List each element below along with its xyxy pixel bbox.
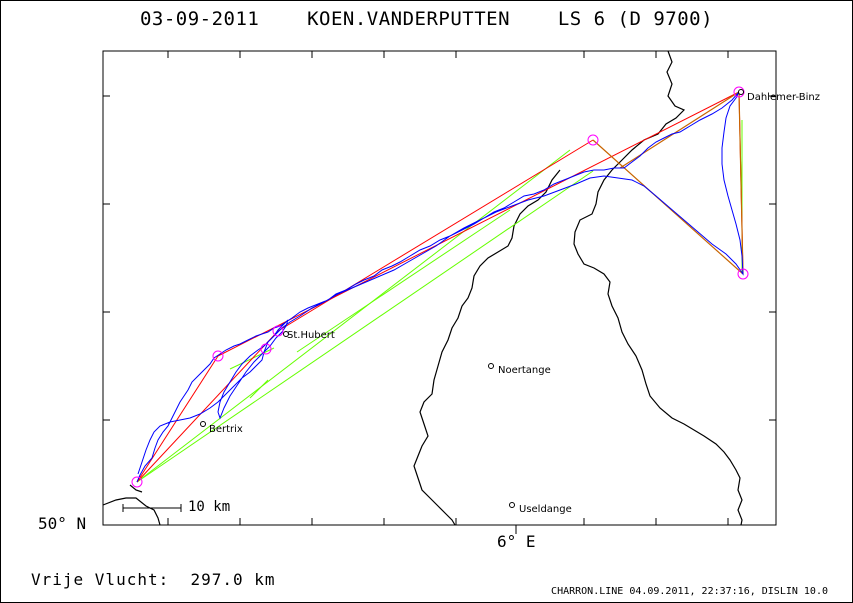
marker-bertrix [200, 421, 206, 427]
turnpoint-3 [260, 343, 272, 355]
scale-bar [122, 504, 182, 512]
country-borders [102, 50, 743, 526]
turnpoint-4 [587, 134, 599, 146]
border-south [129, 484, 143, 493]
marker-st-hubert [283, 331, 289, 337]
border-west [413, 169, 561, 526]
flight-distance: Vrije Vlucht: 297.0 km [31, 570, 276, 589]
top-ticks [167, 51, 729, 58]
sector-lines [136, 120, 743, 483]
place-label-bertrix: Bertrix [209, 424, 243, 435]
turnpoint-start [131, 476, 143, 488]
footer-info: CHARRON.LINE 04.09.2011, 22:37:16, DISLI… [551, 586, 828, 597]
turnpoint-6 [737, 268, 749, 280]
gps-track [136, 91, 744, 483]
marker-useldange [509, 502, 515, 508]
border-south-west [102, 497, 161, 526]
place-label-useldange: Useldange [519, 504, 572, 515]
left-ticks [103, 95, 110, 421]
marker-dahlemer-binz [738, 89, 744, 95]
turnpoint-2 [272, 325, 284, 337]
map-frame [102, 50, 777, 526]
bottom-ticks [167, 518, 729, 534]
border-north-east [573, 50, 743, 526]
leg-lines [592, 91, 744, 275]
turnpoint-1 [212, 350, 224, 362]
place-label-st-hubert: St.Hubert [287, 330, 335, 341]
page-title: 03-09-2011 KOEN.VANDERPUTTEN LS 6 (D 970… [139, 8, 714, 30]
right-ticks [769, 95, 776, 421]
scale-bar-label: 10 km [188, 499, 231, 515]
latitude-label: 50° N [38, 514, 87, 533]
marker-noertange [488, 363, 494, 369]
place-labels: Dahlemer-Binz St.Hubert Noertange Bertri… [209, 92, 820, 515]
longitude-label: 6° E [497, 532, 536, 551]
place-label-dahlemer-binz: Dahlemer-Binz [747, 92, 820, 103]
place-markers [200, 89, 744, 508]
place-label-noertange: Noertange [498, 365, 551, 376]
